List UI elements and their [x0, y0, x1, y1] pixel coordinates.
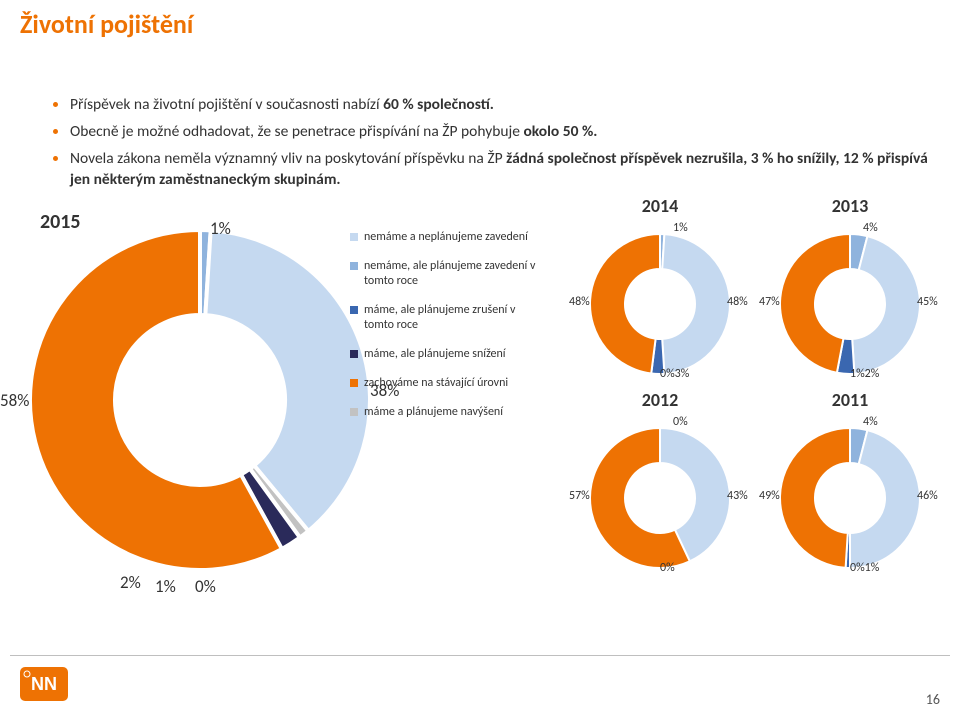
donut-slice-zachovame — [780, 234, 850, 373]
small-donut-label: 46% — [917, 489, 938, 503]
legend-swatch — [350, 262, 358, 270]
big-label-nple: 1% — [210, 218, 231, 239]
page-number: 16 — [926, 691, 940, 708]
small-donut-label: 47% — [759, 295, 780, 309]
legend-item: máme a plánujeme navýšení — [350, 405, 540, 420]
legend-item: nemáme, ale plánujeme zavedení v tomto r… — [350, 259, 540, 289]
small-year-label: 2011 — [755, 389, 945, 411]
legend-label: nemáme a neplánujeme zavedení — [364, 230, 528, 245]
legend-label: máme a plánujeme navýšení — [364, 405, 503, 420]
small-donut-label: 0%1% — [850, 561, 879, 575]
legend-item: nemáme a neplánujeme zavedení — [350, 230, 540, 245]
bullets: Příspěvek na životní pojištění v současn… — [30, 92, 940, 194]
chart-panel: 2015 1% 38% 0% 1% 2% 58% nemáme a neplán… — [10, 190, 950, 640]
legend-swatch — [350, 408, 358, 416]
small-donut-label: 0% — [673, 415, 688, 429]
page-title: Životní pojištění — [20, 8, 193, 40]
donut-slice-nemame_ne — [852, 236, 920, 374]
nn-logo: NN — [20, 667, 68, 706]
small-donut-label: 0% — [660, 561, 675, 575]
legend-swatch — [350, 306, 358, 314]
big-label-zrus: 0% — [195, 576, 216, 597]
legend-label: nemáme, ale plánujeme zavedení v tomto r… — [364, 259, 540, 289]
small-donut-label: 45% — [917, 295, 938, 309]
small-donut-label: 1%2% — [850, 367, 879, 381]
small-year-label: 2014 — [565, 195, 755, 217]
small-donut-label: 4% — [863, 415, 878, 429]
donut-slice-nemame_ne — [662, 234, 730, 374]
legend-swatch — [350, 350, 358, 358]
small-donut-2014: 2014 1% 48% 48% 0%3% — [565, 195, 755, 389]
big-label-sniz: 2% — [120, 572, 141, 593]
donut-slice-zachovame — [780, 428, 850, 568]
donut-slice-zachovame — [590, 234, 660, 373]
small-donut-label: 43% — [727, 489, 748, 503]
logo-text: NN — [31, 674, 57, 694]
small-donut-label: 4% — [863, 221, 878, 235]
small-donut-label: 1% — [673, 221, 688, 235]
legend: nemáme a neplánujeme zavedení nemáme, ale… — [350, 230, 540, 434]
small-donut-2012: 2012 0% 43% 57% 0% — [565, 389, 755, 583]
legend-label: zachováme na stávající úrovni — [364, 376, 508, 391]
legend-label: máme, ale plánujeme snížení — [364, 347, 506, 362]
small-donuts: 2014 1% 48% 48% 0%3% 2013 4% 45% 47% 1%2% 2012 0% 43… — [565, 195, 960, 583]
bullet-item: Obecně je možné odhadovat, že se penetra… — [70, 119, 940, 143]
small-donut-label: 0%3% — [660, 367, 689, 381]
small-year-label: 2012 — [565, 389, 755, 411]
legend-label: máme, ale plánujeme zrušení v tomto roce — [364, 303, 540, 333]
legend-item: máme, ale plánujeme zrušení v tomto roce — [350, 303, 540, 333]
big-donut: 1% 38% 0% 1% 2% 58% — [20, 220, 380, 580]
bullet-item: Novela zákona neměla významný vliv na po… — [70, 146, 940, 191]
legend-item: zachováme na stávající úrovni — [350, 376, 540, 391]
footer-divider — [10, 655, 950, 656]
bullet-item: Příspěvek na životní pojištění v současn… — [70, 92, 940, 116]
small-donut-label: 49% — [759, 489, 780, 503]
small-donut-label: 57% — [569, 489, 590, 503]
big-label-zach: 58% — [0, 390, 29, 411]
small-year-label: 2013 — [755, 195, 945, 217]
legend-item: máme, ale plánujeme snížení — [350, 347, 540, 362]
legend-swatch — [350, 233, 358, 241]
small-donut-2011: 2011 4% 46% 49% 0%1% — [755, 389, 945, 583]
legend-swatch — [350, 379, 358, 387]
small-donut-label: 48% — [569, 295, 590, 309]
small-donut-2013: 2013 4% 45% 47% 1%2% — [755, 195, 945, 389]
small-donut-label: 48% — [727, 295, 748, 309]
big-label-navys: 1% — [155, 576, 176, 597]
